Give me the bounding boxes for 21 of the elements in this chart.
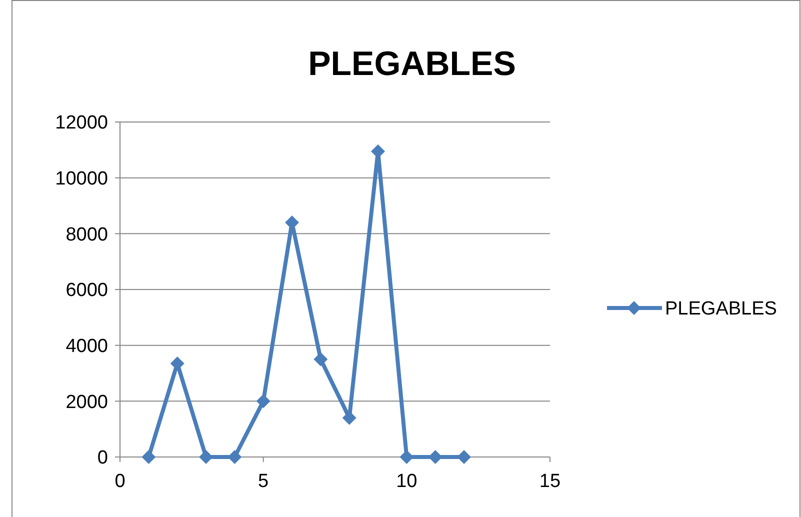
x-tick-label: 15: [539, 471, 561, 492]
chart-title: PLEGABLES: [308, 45, 516, 83]
point: [400, 450, 414, 464]
x-tick-label: 0: [114, 471, 126, 492]
point: [314, 352, 328, 366]
y-tick-label: 0: [97, 448, 108, 469]
point: [428, 450, 442, 464]
y-tick-label: 12000: [55, 112, 108, 134]
point: [457, 450, 471, 464]
y-tick-label: 4000: [66, 336, 108, 357]
y-tick-label: 10000: [55, 168, 108, 190]
x-tick-label: 5: [258, 471, 269, 492]
point: [256, 394, 270, 408]
legend-label: PLEGABLES: [665, 298, 777, 320]
x-tick-label: 10: [396, 471, 418, 492]
y-tick-label: 8000: [66, 224, 108, 246]
point: [142, 450, 156, 464]
point: [228, 450, 242, 464]
y-tick-label: 2000: [66, 392, 108, 413]
point: [199, 450, 213, 464]
y-tick-label: 6000: [66, 280, 108, 302]
